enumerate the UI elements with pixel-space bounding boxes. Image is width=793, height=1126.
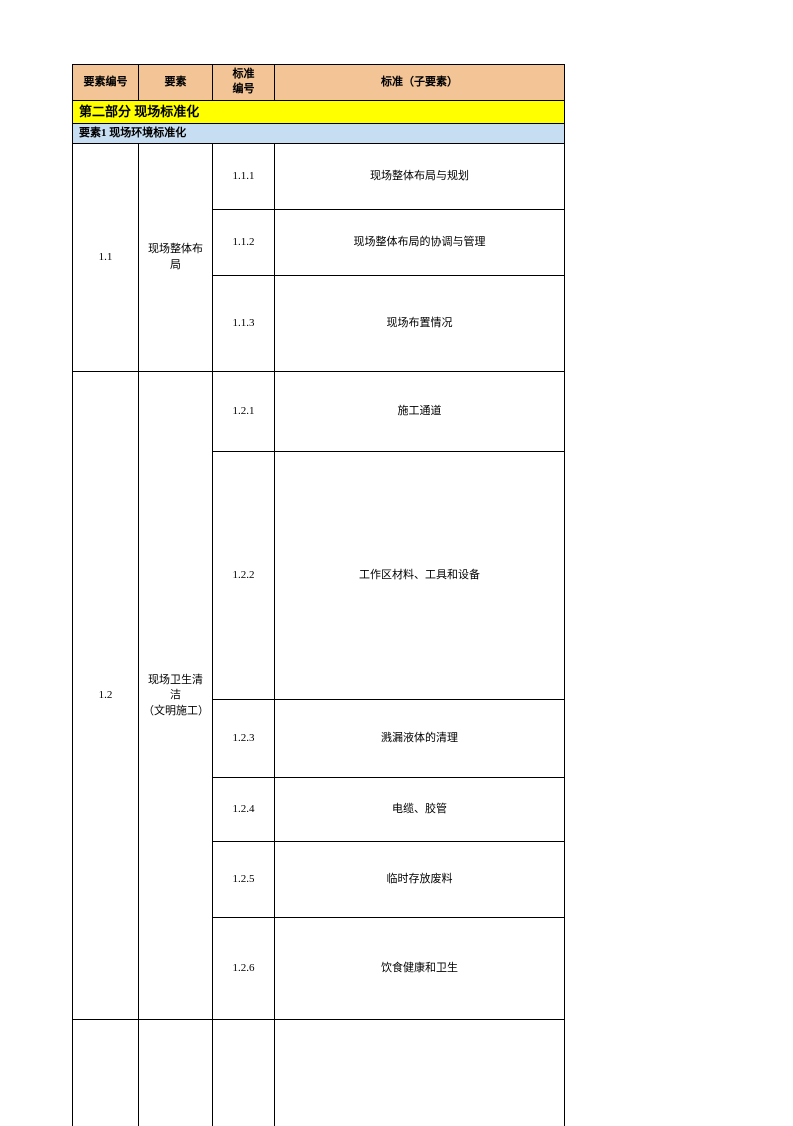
- group-id: 1.1: [73, 144, 139, 372]
- empty-cell: [73, 1020, 139, 1126]
- subsection-title: 要素1 现场环境标准化: [73, 123, 565, 143]
- subsection-row: 要素1 现场环境标准化: [73, 123, 565, 143]
- table-header-row: 要素编号 要素 标准编号 标准（子要素）: [73, 65, 565, 101]
- group-name: 现场卫生清洁（文明施工）: [139, 372, 213, 1020]
- group-name: 现场整体布局: [139, 144, 213, 372]
- std-code: 1.2.2: [213, 452, 275, 700]
- std-desc: 现场整体布局的协调与管理: [275, 210, 565, 276]
- std-desc: 临时存放废料: [275, 842, 565, 918]
- table-row: 1.1 现场整体布局 1.1.1 现场整体布局与规划: [73, 144, 565, 210]
- group-id: 1.2: [73, 372, 139, 1020]
- std-desc: 现场布置情况: [275, 276, 565, 372]
- table-row: [73, 1020, 565, 1126]
- header-col-stddesc: 标准（子要素）: [275, 65, 565, 101]
- std-code: 1.1.2: [213, 210, 275, 276]
- standards-table: 要素编号 要素 标准编号 标准（子要素） 第二部分 现场标准化 要素1 现场环境…: [72, 64, 565, 1126]
- std-code: 1.2.5: [213, 842, 275, 918]
- std-desc: 现场整体布局与规划: [275, 144, 565, 210]
- std-desc: 饮食健康和卫生: [275, 918, 565, 1020]
- header-col-id: 要素编号: [73, 65, 139, 101]
- std-code: 1.2.3: [213, 700, 275, 778]
- std-code: 1.2.1: [213, 372, 275, 452]
- std-code: 1.1.3: [213, 276, 275, 372]
- std-code: 1.1.1: [213, 144, 275, 210]
- page: 要素编号 要素 标准编号 标准（子要素） 第二部分 现场标准化 要素1 现场环境…: [0, 0, 793, 1122]
- std-desc: 施工通道: [275, 372, 565, 452]
- empty-cell: [139, 1020, 213, 1126]
- std-code: 1.2.4: [213, 778, 275, 842]
- header-col-element: 要素: [139, 65, 213, 101]
- std-desc: 溅漏液体的清理: [275, 700, 565, 778]
- header-col-stdcode: 标准编号: [213, 65, 275, 101]
- empty-cell: [213, 1020, 275, 1126]
- section-row: 第二部分 现场标准化: [73, 100, 565, 123]
- empty-cell: [275, 1020, 565, 1126]
- table-row: 1.2 现场卫生清洁（文明施工） 1.2.1 施工通道: [73, 372, 565, 452]
- std-code: 1.2.6: [213, 918, 275, 1020]
- std-desc: 工作区材料、工具和设备: [275, 452, 565, 700]
- std-desc: 电缆、胶管: [275, 778, 565, 842]
- section-title: 第二部分 现场标准化: [73, 100, 565, 123]
